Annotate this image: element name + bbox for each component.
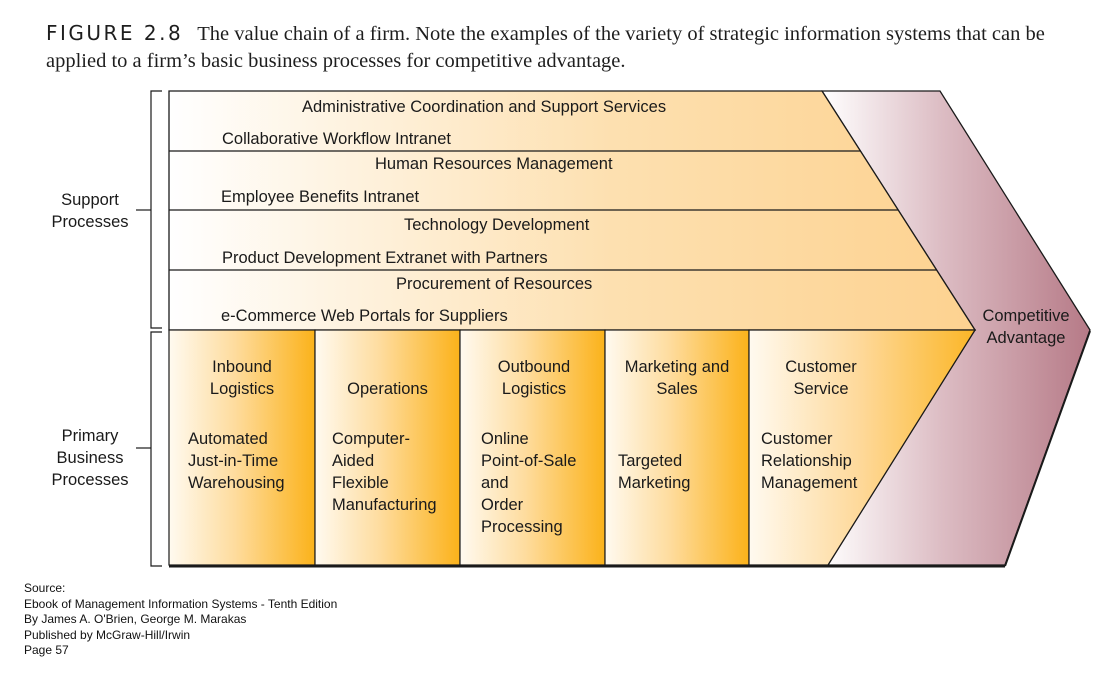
primary-activity-system: Targeted Marketing [618,452,691,492]
primary-activity-title: Inbound Logistics [209,358,275,398]
primary-activity-system: Computer- Aided Flexible Manufacturing [332,430,437,514]
support-activity-system: Product Development Extranet with Partne… [222,249,548,267]
primary-processes-label: Primary Business Processes [51,427,129,489]
caption-text: The value chain of a firm. Note the exam… [46,23,1045,72]
figure-caption: FIGURE 2.8 The value chain of a firm. Not… [46,20,1086,75]
support-activity-system: e-Commerce Web Portals for Suppliers [221,307,508,325]
support-activity-title: Procurement of Resources [396,275,593,293]
support-activity-system: Employee Benefits Intranet [221,188,420,206]
primary-activity-title: Marketing and Sales [624,358,730,398]
source-citation: Source: Ebook of Management Information … [24,581,338,657]
primary-activity-title: Operations [347,380,428,398]
primary-activity-system: Online Point-of-Sale and Order Processin… [481,430,577,536]
primary-activity-system: Automated Just-in-Time Warehousing [188,430,285,492]
support-activity-title: Technology Development [404,216,590,234]
support-activity-system: Collaborative Workflow Intranet [222,130,451,148]
competitive-advantage-label: Competitive Advantage [982,307,1070,347]
support-bracket [150,90,162,329]
primary-activity-title: Outbound Logistics [497,358,571,398]
primary-bracket [150,331,162,567]
support-activity-title: Administrative Coordination and Support … [302,98,667,116]
support-processes-label: Support Processes [51,191,129,231]
support-activity-title: Human Resources Management [375,155,613,173]
primary-activity-system: Customer Relationship Management [761,430,858,492]
primary-activity-title: Customer Service [785,358,857,398]
figure-label: FIGURE 2.8 [46,21,184,45]
